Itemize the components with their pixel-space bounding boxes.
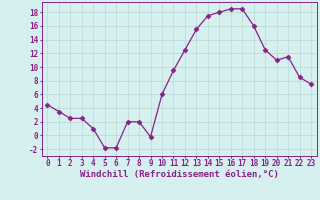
X-axis label: Windchill (Refroidissement éolien,°C): Windchill (Refroidissement éolien,°C): [80, 170, 279, 179]
